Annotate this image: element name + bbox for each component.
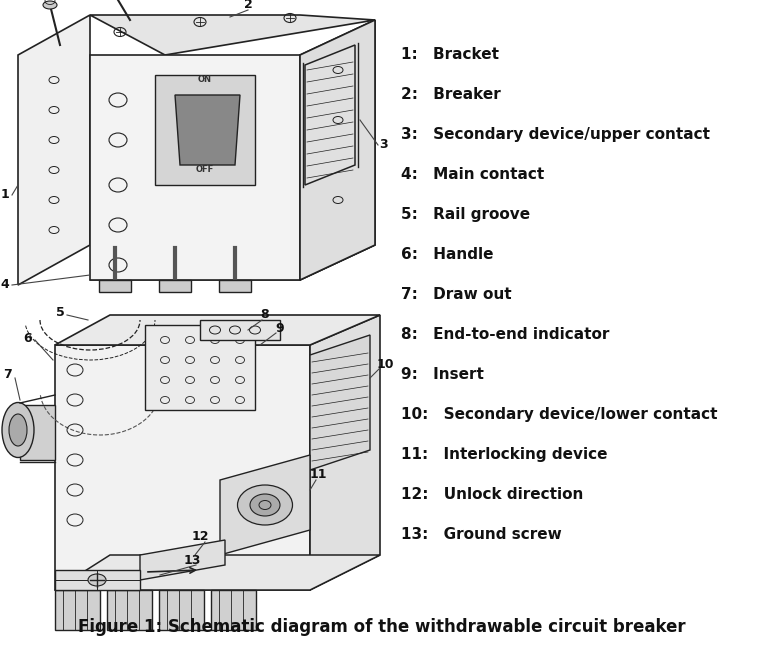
Ellipse shape xyxy=(2,402,34,457)
Polygon shape xyxy=(55,570,140,590)
Text: 10: 10 xyxy=(376,359,394,372)
Text: 11:  Interlocking device: 11: Interlocking device xyxy=(401,447,607,462)
Text: 4:  Main contact: 4: Main contact xyxy=(401,167,544,183)
Bar xyxy=(219,280,251,292)
Text: 5:  Rail groove: 5: Rail groove xyxy=(401,207,530,223)
Text: 12: 12 xyxy=(192,530,209,544)
Polygon shape xyxy=(310,335,370,470)
Polygon shape xyxy=(90,15,375,55)
Polygon shape xyxy=(90,55,300,280)
Polygon shape xyxy=(155,75,255,185)
Bar xyxy=(159,280,191,292)
Text: 11: 11 xyxy=(309,468,327,482)
Text: 3:  Secondary device/upper contact: 3: Secondary device/upper contact xyxy=(401,127,710,143)
Text: 3: 3 xyxy=(378,139,388,152)
Text: 2: 2 xyxy=(243,0,253,12)
Polygon shape xyxy=(145,325,255,410)
Text: 6: 6 xyxy=(24,332,32,344)
Text: ON: ON xyxy=(198,75,212,84)
Polygon shape xyxy=(300,20,375,280)
Polygon shape xyxy=(55,555,380,590)
Polygon shape xyxy=(159,590,204,630)
Text: OFF: OFF xyxy=(196,166,214,175)
Text: 7:  Draw out: 7: Draw out xyxy=(401,287,511,303)
Text: 8:  End-to-end indicator: 8: End-to-end indicator xyxy=(401,327,609,342)
Text: 9: 9 xyxy=(275,321,285,335)
Polygon shape xyxy=(310,315,380,590)
Ellipse shape xyxy=(9,414,27,446)
Bar xyxy=(99,280,131,292)
Polygon shape xyxy=(305,45,355,185)
Text: 8: 8 xyxy=(261,308,269,321)
Polygon shape xyxy=(90,245,375,280)
Polygon shape xyxy=(200,320,280,340)
Polygon shape xyxy=(140,540,225,580)
Ellipse shape xyxy=(250,494,280,516)
Text: 4: 4 xyxy=(1,279,9,292)
Polygon shape xyxy=(220,455,310,555)
Text: 1: 1 xyxy=(1,188,9,201)
Ellipse shape xyxy=(43,1,57,9)
Text: 6:  Handle: 6: Handle xyxy=(401,247,493,263)
Text: 13:  Ground screw: 13: Ground screw xyxy=(401,527,562,542)
Ellipse shape xyxy=(237,485,292,525)
Text: 10:  Secondary device/lower contact: 10: Secondary device/lower contact xyxy=(401,407,717,422)
Polygon shape xyxy=(55,345,310,590)
Polygon shape xyxy=(55,590,100,630)
Text: Figure 1: Schematic diagram of the withdrawable circuit breaker: Figure 1: Schematic diagram of the withd… xyxy=(78,618,685,636)
Text: 9:  Insert: 9: Insert xyxy=(401,367,484,382)
Polygon shape xyxy=(20,405,55,460)
Ellipse shape xyxy=(88,574,106,586)
Text: 1:  Bracket: 1: Bracket xyxy=(401,47,498,63)
Polygon shape xyxy=(175,95,240,165)
Text: 2:  Breaker: 2: Breaker xyxy=(401,87,501,103)
Polygon shape xyxy=(211,590,256,630)
Text: 12:  Unlock direction: 12: Unlock direction xyxy=(401,487,583,502)
Text: 13: 13 xyxy=(183,553,201,566)
Polygon shape xyxy=(55,315,380,345)
Polygon shape xyxy=(107,590,152,630)
Polygon shape xyxy=(300,20,375,280)
Polygon shape xyxy=(18,15,90,285)
Text: 5: 5 xyxy=(56,306,64,319)
Text: 7: 7 xyxy=(4,368,12,381)
